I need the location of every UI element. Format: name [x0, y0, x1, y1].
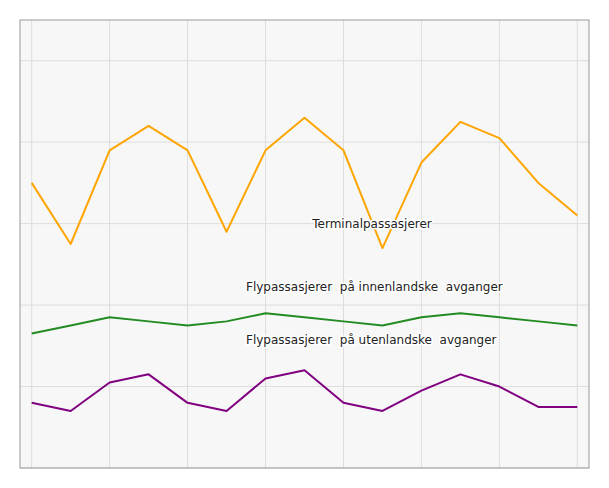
- series-line: [32, 370, 578, 411]
- grid-line-x: [187, 20, 188, 468]
- chart: Terminalpassasjerer Flypassasjerer på inn…: [0, 0, 609, 488]
- grid: [20, 20, 589, 468]
- plot-area: [20, 20, 589, 468]
- grid-line-x: [265, 20, 266, 468]
- annotation: Flypassasjerer på innenlandske avganger: [246, 280, 503, 294]
- annotations: Terminalpassasjerer Flypassasjerer på inn…: [246, 217, 503, 347]
- grid-line-x: [343, 20, 344, 468]
- grid-line-x: [577, 20, 578, 468]
- series-line: [32, 118, 578, 248]
- annotation: Terminalpassasjerer: [311, 217, 432, 231]
- grid-line-x: [109, 20, 110, 468]
- plot-frame: [20, 20, 589, 468]
- annotation: Flypassasjerer på utenlandske avganger: [246, 333, 497, 347]
- grid-line-x: [31, 20, 32, 468]
- grid-line-x: [499, 20, 500, 468]
- grid-line-y: [20, 223, 589, 224]
- grid-line-y: [20, 305, 589, 306]
- lines: [32, 118, 578, 411]
- grid-line-y: [20, 60, 589, 61]
- series-line: [32, 313, 578, 333]
- grid-line-x: [421, 20, 422, 468]
